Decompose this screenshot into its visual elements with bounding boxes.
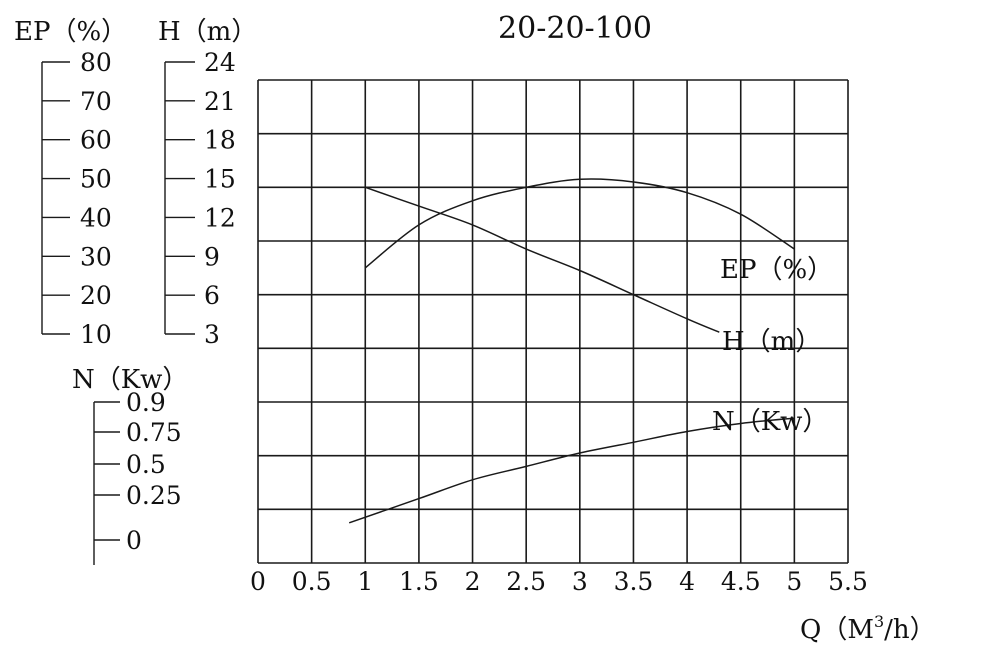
x-tick-label: 3.5 <box>614 567 654 596</box>
h-axis-label: H（m） <box>158 17 257 47</box>
ep-axis-label: EP（%） <box>14 17 127 47</box>
n-axis-label: N（Kw） <box>72 365 188 395</box>
ep-axis-tick-label: 70 <box>80 87 112 116</box>
n-axis-tick-label: 0.75 <box>126 418 182 447</box>
ep-axis-tick-label: 40 <box>80 203 112 232</box>
ep-series-label: EP（%） <box>720 255 833 285</box>
ep-axis-tick-label: 60 <box>80 126 112 155</box>
ep-axis-tick-label: 50 <box>80 165 112 194</box>
x-tick-label: 3 <box>572 567 588 596</box>
x-axis-label-main: Q（M <box>800 615 874 645</box>
x-tick-label: 5.5 <box>828 567 868 596</box>
h-axis-tick-label: 12 <box>204 203 236 232</box>
h-axis-tick-label: 6 <box>204 281 220 310</box>
ep-axis-tick-label: 20 <box>80 281 112 310</box>
chart-title: 20-20-100 <box>498 11 652 46</box>
h-axis-tick-label: 18 <box>204 126 236 155</box>
h-axis-tick-label: 9 <box>204 242 220 271</box>
x-axis-label-tail: /h） <box>884 615 936 645</box>
h-axis-tick-label: 21 <box>204 87 236 116</box>
h-axis-tick-label: 24 <box>204 48 236 77</box>
n-axis-tick-label: 0.5 <box>126 450 166 479</box>
x-tick-label: 1 <box>357 567 373 596</box>
ep-axis-tick-label: 80 <box>80 48 112 77</box>
n-axis-tick-label: 0 <box>126 526 142 555</box>
ep-curve <box>364 178 795 269</box>
h-axis-tick-label: 15 <box>204 165 236 194</box>
h-series-label: H（m） <box>722 327 821 357</box>
h-curve <box>365 186 720 333</box>
ep-axis: EP（%） 80 70 60 50 40 30 20 10 <box>14 17 127 349</box>
x-axis-label-superscript: 3 <box>874 612 884 631</box>
ep-axis-tick-label: 30 <box>80 242 112 271</box>
x-tick-label: 0 <box>250 567 266 596</box>
n-axis-tick-label: 0.9 <box>126 388 166 417</box>
x-tick-label: 4.5 <box>721 567 761 596</box>
x-axis-label: Q（M3/h） <box>800 612 936 645</box>
x-tick-label: 0.5 <box>292 567 332 596</box>
plot-grid <box>257 79 849 564</box>
x-tick-label: 5 <box>786 567 802 596</box>
n-axis-tick-label: 0.25 <box>126 481 182 510</box>
h-axis: H（m） 24 21 18 15 12 9 6 3 <box>158 17 257 349</box>
x-tick-label: 4 <box>679 567 695 596</box>
x-tick-label: 2.5 <box>506 567 546 596</box>
n-series-label: N（Kw） <box>712 407 828 437</box>
x-tick-label: 2 <box>465 567 481 596</box>
h-axis-tick-label: 3 <box>204 320 220 349</box>
x-tick-label: 1.5 <box>399 567 439 596</box>
n-axis: N（Kw） 0.90.75 0.50.25 0 <box>72 365 188 565</box>
ep-axis-tick-label: 10 <box>80 320 112 349</box>
x-tick-labels: 0 0.5 1 1.5 2 2.5 3 3.5 4 4.5 5 5.5 <box>250 567 868 596</box>
n-curve <box>348 417 795 524</box>
curves <box>348 178 795 524</box>
